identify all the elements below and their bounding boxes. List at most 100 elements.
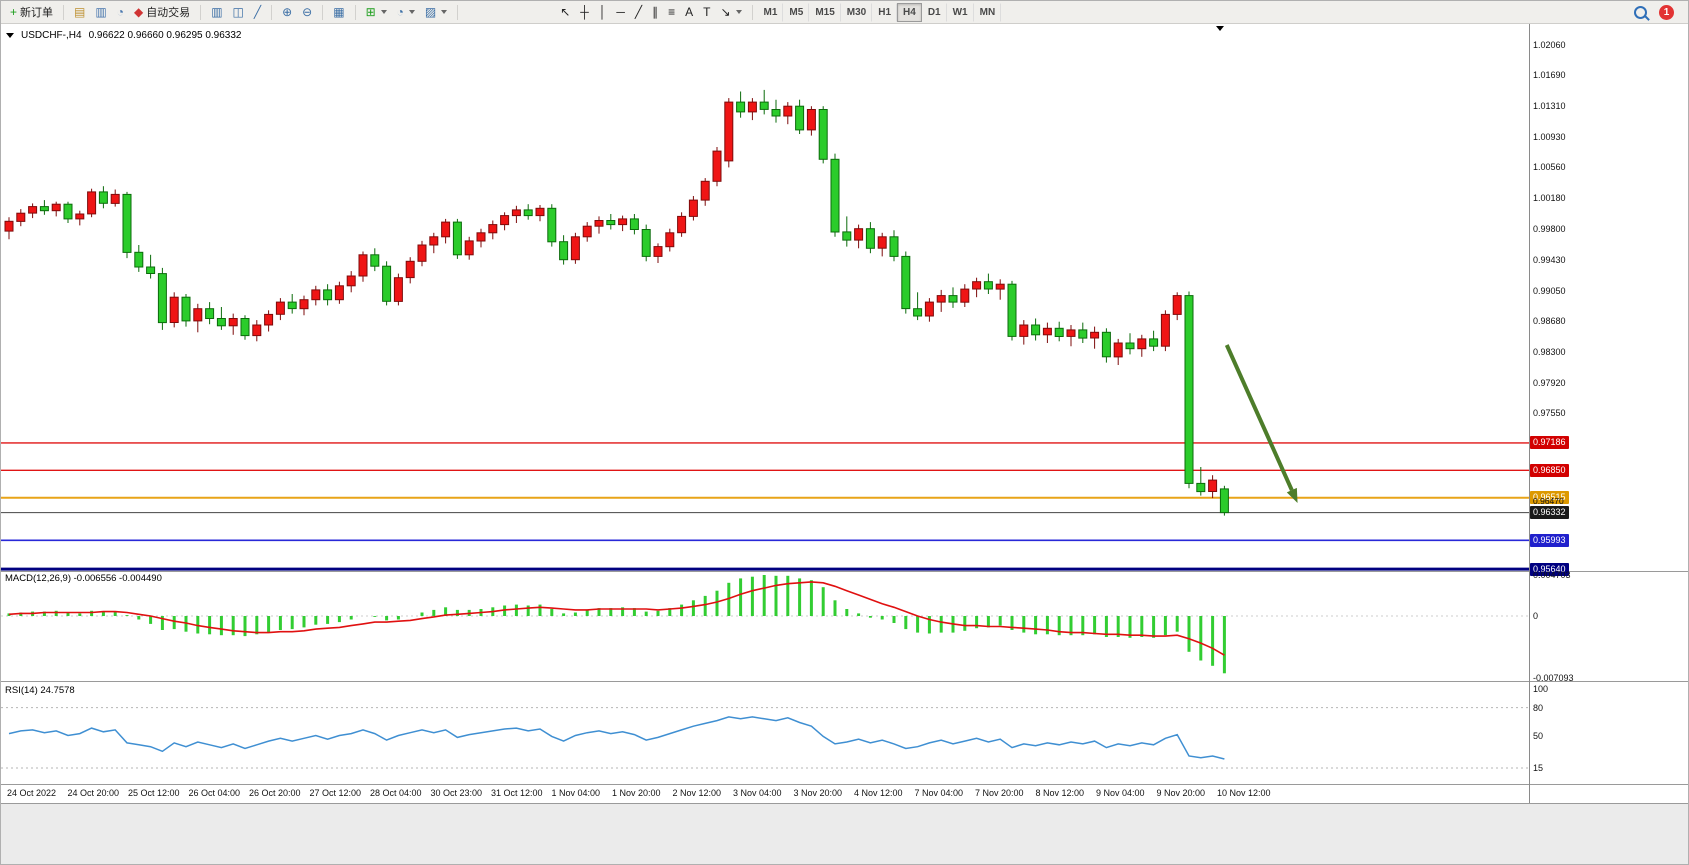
new-order-button-glyph: +: [10, 5, 18, 19]
zoom-in-button-glyph: ⊕: [282, 5, 293, 19]
horizontal-line-button[interactable]: ─: [611, 1, 630, 23]
charts-icon[interactable]: ▤: [69, 1, 90, 23]
fibonacci-button[interactable]: ≡: [663, 1, 680, 23]
chart-ohlc-values: 0.96622 0.96660 0.96295 0.96332: [88, 30, 242, 41]
time-axis-border: [1, 784, 1688, 785]
rsi-indicator-label: RSI(14) 24.7578: [5, 685, 75, 696]
timeframe-m1-label: M1: [763, 6, 778, 18]
toolbar-separator: [354, 4, 356, 20]
profiles-icon[interactable]: ▥: [90, 1, 111, 23]
timeframe-mn[interactable]: MN: [974, 2, 1002, 22]
panel-divider-rsi[interactable]: [1, 681, 1688, 682]
new-order-button-label: 新订单: [20, 7, 54, 19]
tile-windows-button[interactable]: ▦: [328, 1, 349, 23]
timeframe-d1-label: D1: [927, 6, 941, 18]
bar-chart-button[interactable]: ▥: [206, 1, 227, 23]
zoom-group: ⊕ ⊖: [277, 1, 317, 23]
zoom-out-button-glyph: ⊖: [302, 5, 313, 19]
refresh-icon[interactable]: ◔: [112, 1, 129, 23]
tile-windows-button-glyph: ▦: [333, 5, 345, 19]
insert-group: ⊞ ◔ ▨: [361, 1, 453, 23]
drawing-group: ↖ ┼ │ ─ ╱ ∥ ≡ A T ↘: [555, 1, 746, 23]
horizontal-line-button-glyph: ─: [616, 5, 625, 19]
app-group: ▤ ▥ ◔ ◆ 自动交易: [69, 1, 195, 23]
templates-button-glyph: ▨: [424, 5, 437, 19]
timeframe-m5[interactable]: M5: [783, 2, 810, 22]
dropdown-caret-icon: [735, 10, 742, 14]
cursor-button[interactable]: ↖: [555, 1, 575, 23]
toolbar-separator: [271, 4, 273, 20]
timeframe-group: M1 M5 M15 M30 H1 H4 D1 W1 MN: [758, 2, 1002, 22]
zoom-out-button[interactable]: ⊖: [297, 1, 317, 23]
vertical-line-button[interactable]: │: [594, 1, 612, 23]
toolbar-right: 1: [1634, 4, 1684, 20]
text-label-button-glyph: T: [703, 5, 711, 19]
timeframe-m30[interactable]: M30: [841, 2, 873, 22]
timeframe-h4[interactable]: H4: [897, 2, 922, 22]
price-axis[interactable]: [1530, 24, 1688, 784]
timeframe-m30-label: M30: [846, 6, 867, 18]
line-chart-button[interactable]: ╱: [249, 1, 266, 23]
dropdown-caret-icon: [441, 10, 448, 14]
crosshair-button-glyph: ┼: [580, 5, 589, 19]
arrows-button-glyph: ↘: [720, 5, 731, 19]
chart-title: USDCHF-,H4 0.96622 0.96660 0.96295 0.963…: [6, 30, 242, 41]
indicators-button[interactable]: ⊞: [361, 1, 392, 23]
trendline-button-glyph: ╱: [634, 5, 643, 19]
toolbar-separator: [457, 4, 459, 20]
vertical-line-button-glyph: │: [598, 5, 607, 19]
search-icon[interactable]: [1634, 5, 1647, 19]
notification-badge[interactable]: 1: [1659, 4, 1674, 20]
candlestick-chart-button[interactable]: ◫: [228, 1, 249, 23]
timeframe-h1[interactable]: H1: [872, 2, 898, 22]
candlestick-chart-button-glyph: ◫: [232, 5, 244, 19]
main-toolbar: + 新订单 ▤ ▥ ◔ ◆ 自动交易 ▥ ◫ ╱ ⊕ ⊖ ▦ ⊞ ◔ ▨ ↖ ┼ │ ─ ╱ ∥ ≡ A T ↘ M1 M5 M15 M3…: [1, 1, 1688, 24]
text-label-button[interactable]: T: [698, 1, 715, 23]
auto-trading-button-label: 自动交易: [146, 7, 191, 19]
auto-trading-button-glyph: ◆: [133, 5, 144, 19]
line-chart-button-glyph: ╱: [253, 5, 262, 19]
window-group: ▦: [328, 1, 349, 23]
bar-chart-button-glyph: ▥: [211, 5, 223, 19]
refresh-icon-glyph: ◔: [116, 5, 124, 19]
fibonacci-button-glyph: ≡: [668, 5, 676, 19]
toolbar-separator: [751, 4, 753, 20]
price-axis-border: [1529, 24, 1530, 804]
new-order-button[interactable]: + 新订单: [5, 1, 58, 23]
profiles-icon-glyph: ▥: [95, 5, 107, 19]
periods-button-glyph: ◔: [396, 5, 404, 19]
timeframe-w1[interactable]: W1: [947, 2, 974, 22]
dropdown-caret-icon: [408, 10, 415, 14]
timeframe-m1[interactable]: M1: [758, 2, 784, 22]
zoom-in-button[interactable]: ⊕: [277, 1, 297, 23]
charts-icon-glyph: ▤: [74, 5, 86, 19]
toolbar-separator: [322, 4, 324, 20]
chart-shift-marker[interactable]: [1216, 26, 1224, 31]
templates-button[interactable]: ▨: [420, 1, 452, 23]
panel-divider-macd[interactable]: [1, 571, 1688, 572]
text-button[interactable]: A: [680, 1, 698, 23]
timeframe-h1-label: H1: [878, 6, 892, 18]
cursor-button-glyph: ↖: [560, 5, 571, 19]
lower-window-area: [1, 803, 1688, 864]
timeframe-m15-label: M15: [815, 6, 835, 18]
dropdown-caret-icon: [380, 10, 387, 14]
time-axis[interactable]: [1, 785, 1529, 803]
channel-button-glyph: ∥: [652, 5, 659, 19]
crosshair-button[interactable]: ┼: [575, 1, 594, 23]
trendline-button[interactable]: ╱: [630, 1, 647, 23]
auto-trading-button[interactable]: ◆ 自动交易: [129, 1, 195, 23]
order-group: + 新订单: [5, 1, 58, 23]
timeframe-d1[interactable]: D1: [922, 2, 947, 22]
timeframe-m15[interactable]: M15: [809, 2, 841, 22]
chart-type-group: ▥ ◫ ╱: [206, 1, 266, 23]
timeframe-mn-label: MN: [979, 6, 996, 18]
indicators-button-glyph: ⊞: [365, 5, 376, 19]
channel-button[interactable]: ∥: [647, 1, 663, 23]
arrows-button[interactable]: ↘: [715, 1, 746, 23]
timeframe-m5-label: M5: [789, 6, 804, 18]
toolbar-separator: [63, 4, 65, 20]
quick-trade-collapse-icon[interactable]: [6, 33, 14, 38]
periods-button[interactable]: ◔: [392, 1, 420, 23]
